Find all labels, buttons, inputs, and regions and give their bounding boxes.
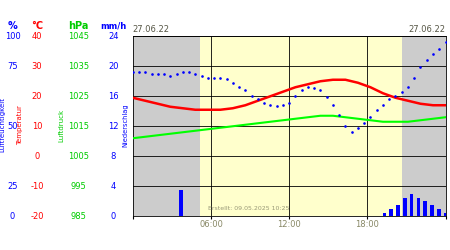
Text: -20: -20 [30, 212, 44, 221]
Text: 27.06.22: 27.06.22 [133, 24, 170, 34]
Bar [444, 212, 447, 216]
Text: 20: 20 [108, 62, 119, 71]
Text: 985: 985 [71, 212, 87, 221]
Bar [389, 209, 393, 216]
Text: 1035: 1035 [68, 62, 89, 71]
Text: 40: 40 [32, 32, 42, 41]
Text: 16: 16 [108, 92, 119, 101]
Text: 4: 4 [111, 182, 116, 191]
Text: 1005: 1005 [68, 152, 89, 161]
Text: mm/h: mm/h [100, 22, 126, 31]
Text: 20: 20 [32, 92, 42, 101]
Bar [133, 36, 200, 216]
Text: 0: 0 [111, 212, 116, 221]
Text: Niederschlag: Niederschlag [122, 103, 128, 147]
Bar [410, 194, 414, 216]
Bar [402, 36, 446, 216]
Text: 8: 8 [111, 152, 116, 161]
Text: 995: 995 [71, 182, 86, 191]
Text: 27.06.22: 27.06.22 [409, 24, 446, 34]
Text: Luftdruck: Luftdruck [58, 108, 64, 142]
Text: 100: 100 [4, 32, 21, 41]
Bar [180, 190, 183, 216]
Bar [396, 205, 400, 216]
Text: -10: -10 [30, 182, 44, 191]
Text: 50: 50 [7, 122, 18, 131]
Text: 10: 10 [32, 122, 42, 131]
Text: 30: 30 [32, 62, 42, 71]
Text: 12: 12 [108, 122, 119, 131]
Bar [403, 198, 407, 216]
Text: 75: 75 [7, 62, 18, 71]
Text: Temperatur: Temperatur [17, 105, 23, 145]
Text: 1025: 1025 [68, 92, 89, 101]
Text: 0: 0 [34, 152, 40, 161]
Bar [423, 201, 427, 216]
Text: 24: 24 [108, 32, 119, 41]
Bar [430, 205, 434, 216]
Bar [382, 212, 387, 216]
Text: Luftfeuchtigkeit: Luftfeuchtigkeit [0, 98, 6, 152]
Text: 0: 0 [10, 212, 15, 221]
Bar [437, 209, 441, 216]
Text: Erstellt: 09.05.2025 10:25: Erstellt: 09.05.2025 10:25 [208, 206, 289, 211]
Text: °C: °C [31, 21, 43, 31]
Text: 1015: 1015 [68, 122, 89, 131]
Text: %: % [8, 21, 18, 31]
Bar [200, 36, 402, 216]
Text: 25: 25 [7, 182, 18, 191]
Bar [417, 198, 420, 216]
Text: 1045: 1045 [68, 32, 89, 41]
Text: hPa: hPa [68, 21, 89, 31]
